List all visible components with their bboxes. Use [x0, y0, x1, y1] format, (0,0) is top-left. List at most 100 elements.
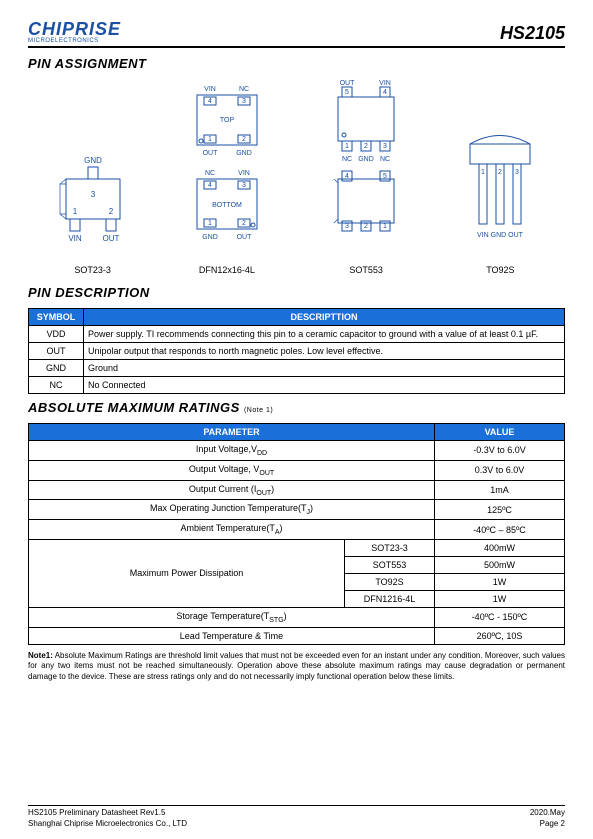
svg-text:OUT: OUT — [202, 150, 218, 157]
diagram-sot23-3: GND 3 1 2 VIN OUT SOT23-3 — [48, 149, 138, 275]
table-row: Input Voltage,VDD -0.3V to 6.0V — [29, 441, 565, 461]
svg-text:5: 5 — [345, 89, 349, 96]
pkg-label-sot23-3: SOT23-3 — [74, 265, 111, 275]
svg-text:VIN GND OUT: VIN GND OUT — [477, 232, 524, 239]
svg-text:2: 2 — [242, 136, 246, 143]
abs-max-table: PARAMETER VALUE Input Voltage,VDD -0.3V … — [28, 423, 565, 645]
pin-sym: VDD — [29, 326, 84, 343]
amr-value: 0.3V to 6.0V — [435, 460, 565, 480]
amr-param: Output Voltage, VOUT — [29, 460, 435, 480]
amr-pkg: SOT23-3 — [345, 539, 435, 556]
table-row: VDD Power supply. TI recommends connecti… — [29, 326, 565, 343]
amr-value: -0.3V to 6.0V — [435, 441, 565, 461]
svg-text:4: 4 — [208, 98, 212, 105]
svg-text:VIN: VIN — [204, 86, 216, 93]
amr-value: 125ºC — [435, 500, 565, 520]
svg-text:1: 1 — [72, 207, 77, 216]
note1-text: Note1: Absolute Maximum Ratings are thre… — [28, 651, 565, 682]
amr-param: Output Current (IOUT) — [29, 480, 435, 500]
amr-value: 1mA — [435, 480, 565, 500]
footer-date: 2020.May — [530, 808, 565, 818]
svg-text:GND: GND — [236, 150, 252, 157]
pin-desc: Unipolar output that responds to north m… — [84, 343, 565, 360]
section-pin-assignment: PIN ASSIGNMENT — [28, 56, 565, 71]
table-row: GND Ground — [29, 360, 565, 377]
footer-left: HS2105 Preliminary Datasheet Rev1.5 Shan… — [28, 808, 187, 829]
svg-text:NC: NC — [205, 170, 215, 177]
pin-th-desc: DESCRIPTTION — [84, 309, 565, 326]
svg-text:4: 4 — [383, 89, 387, 96]
pin-diagrams: GND 3 1 2 VIN OUT SOT23-3 VIN N — [28, 79, 565, 275]
pin-sym: OUT — [29, 343, 84, 360]
amr-value: 260ºC, 10S — [435, 627, 565, 644]
amr-value: 500mW — [435, 556, 565, 573]
amr-param: Input Voltage,VDD — [29, 441, 435, 461]
svg-text:3: 3 — [515, 169, 519, 176]
pin-description-table: SYMBOL DESCRIPTTION VDD Power supply. TI… — [28, 308, 565, 394]
section-pin-description: PIN DESCRIPTION — [28, 285, 565, 300]
svg-text:VIN: VIN — [238, 170, 250, 177]
logo-block: CHIPRISE MICROELECTRONICS — [28, 20, 121, 44]
svg-text:OUT: OUT — [102, 234, 119, 243]
amr-th-value: VALUE — [435, 424, 565, 441]
amr-param: Lead Temperature & Time — [29, 627, 435, 644]
amr-value: 1W — [435, 573, 565, 590]
table-row: NC No Connected — [29, 377, 565, 394]
footer-page: Page 2 — [530, 819, 565, 829]
svg-text:GND: GND — [358, 156, 374, 163]
svg-text:OUT: OUT — [340, 80, 356, 87]
svg-text:2: 2 — [364, 223, 368, 230]
table-row: Ambient Temperature(TA) -40ºC – 85ºC — [29, 520, 565, 540]
svg-text:5: 5 — [383, 173, 387, 180]
svg-text:1: 1 — [383, 223, 387, 230]
pin-sym: NC — [29, 377, 84, 394]
svg-text:NC: NC — [380, 156, 390, 163]
svg-text:1: 1 — [208, 136, 212, 143]
pin-desc: No Connected — [84, 377, 565, 394]
amr-param: Max Operating Junction Temperature(TJ) — [29, 500, 435, 520]
svg-text:4: 4 — [345, 173, 349, 180]
abs-max-note-ref: (Note 1) — [244, 407, 273, 414]
svg-text:3: 3 — [242, 98, 246, 105]
svg-text:3: 3 — [90, 190, 95, 199]
svg-text:NC: NC — [342, 156, 352, 163]
section-abs-max: ABSOLUTE MAXIMUM RATINGS (Note 1) — [28, 400, 565, 415]
svg-text:2: 2 — [108, 207, 113, 216]
svg-text:1: 1 — [481, 169, 485, 176]
diagram-to92s: 1 2 3 VIN GND OUT TO92S — [455, 109, 545, 275]
svg-text:VIN: VIN — [68, 234, 82, 243]
pin-desc: Ground — [84, 360, 565, 377]
pkg-label-to92s: TO92S — [486, 265, 514, 275]
amr-param: Storage Temperature(TSTG) — [29, 607, 435, 627]
svg-text:3: 3 — [242, 182, 246, 189]
page-footer: HS2105 Preliminary Datasheet Rev1.5 Shan… — [28, 805, 565, 829]
amr-param-mpd: Maximum Power Dissipation — [29, 539, 345, 607]
svg-text:VIN: VIN — [379, 80, 391, 87]
amr-pkg: SOT553 — [345, 556, 435, 573]
amr-value: -40ºC – 85ºC — [435, 520, 565, 540]
svg-text:GND: GND — [202, 234, 218, 241]
table-row: Maximum Power Dissipation SOT23-3 400mW — [29, 539, 565, 556]
pin-desc: Power supply. TI recommends connecting t… — [84, 326, 565, 343]
table-row: Max Operating Junction Temperature(TJ) 1… — [29, 500, 565, 520]
pin-th-symbol: SYMBOL — [29, 309, 84, 326]
svg-text:2: 2 — [242, 220, 246, 227]
logo-text: CHIPRISE — [28, 20, 121, 38]
svg-text:1: 1 — [208, 220, 212, 227]
note1-body: Absolute Maximum Ratings are threshold l… — [28, 651, 565, 681]
svg-text:GND: GND — [84, 156, 102, 165]
pkg-label-sot553: SOT553 — [349, 265, 383, 275]
svg-text:3: 3 — [383, 143, 387, 150]
abs-max-title: ABSOLUTE MAXIMUM RATINGS — [28, 400, 240, 415]
amr-value: 1W — [435, 590, 565, 607]
footer-right: 2020.May Page 2 — [530, 808, 565, 829]
part-number: HS2105 — [500, 23, 565, 44]
table-row: Output Current (IOUT) 1mA — [29, 480, 565, 500]
pin-sym: GND — [29, 360, 84, 377]
amr-pkg: TO92S — [345, 573, 435, 590]
svg-text:BOTTOM: BOTTOM — [212, 202, 242, 209]
note1-label: Note1: — [28, 651, 53, 660]
footer-doc-rev: HS2105 Preliminary Datasheet Rev1.5 — [28, 808, 187, 818]
table-row: Output Voltage, VOUT 0.3V to 6.0V — [29, 460, 565, 480]
pkg-label-dfn: DFN12x16-4L — [199, 265, 255, 275]
